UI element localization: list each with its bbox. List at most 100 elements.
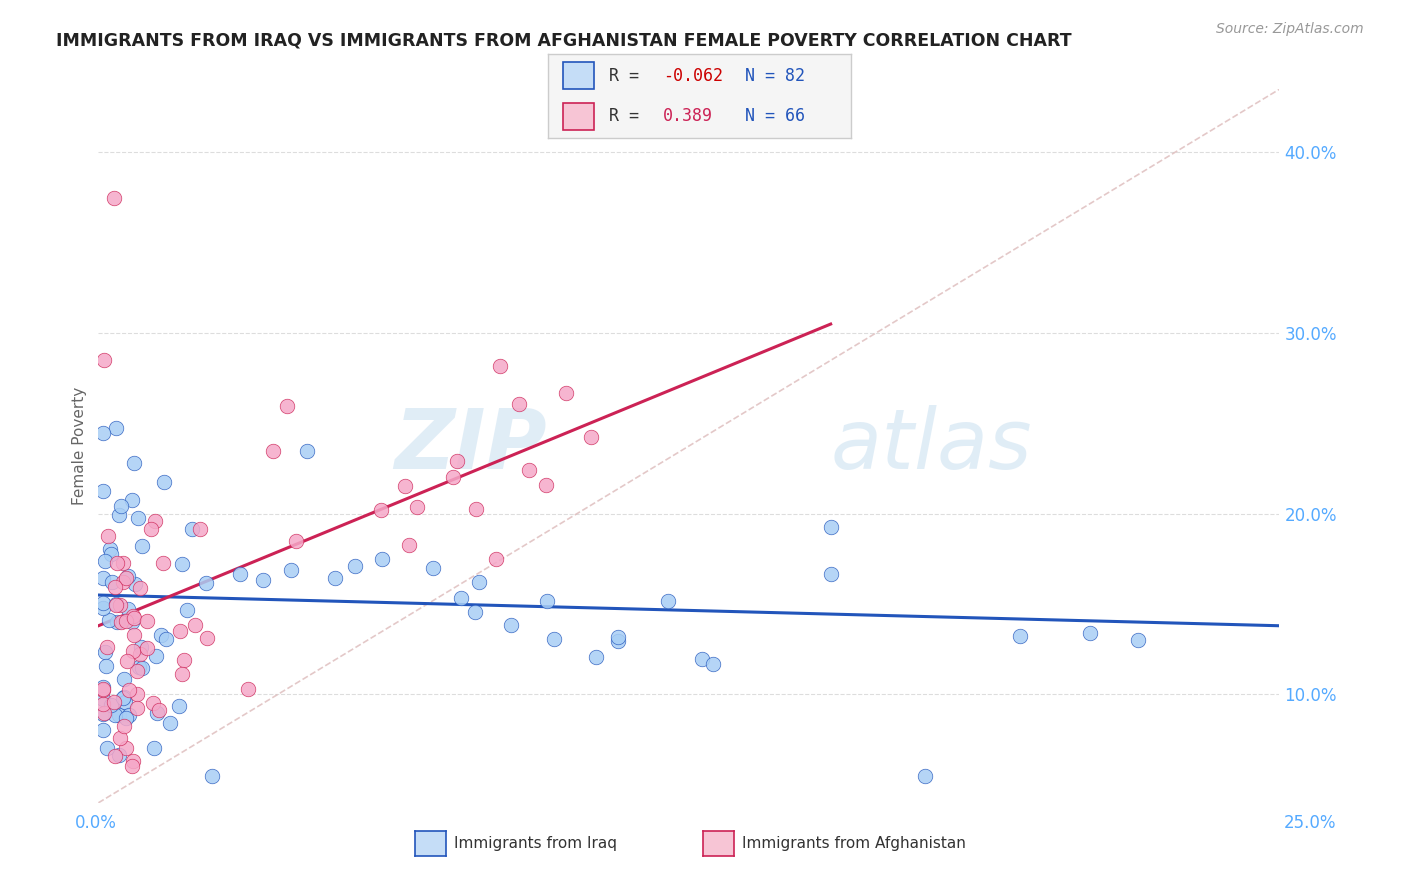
Text: 25.0%: 25.0% [1284,814,1337,831]
Point [194,575,217,590]
Point [108,731,131,745]
Point [127,701,149,715]
Point [405,500,427,514]
Point [91,691,114,706]
Point [128,581,150,595]
Point [536,594,558,608]
Text: N = 66: N = 66 [745,107,804,125]
Y-axis label: Female Poverty: Female Poverty [72,387,87,505]
Point [105,556,128,570]
Point [96,740,118,755]
Point [657,594,679,608]
Point [122,456,145,470]
Point [690,652,713,666]
Point [110,500,132,514]
Point [188,522,211,536]
Point [118,682,141,697]
Point [201,769,224,783]
Point [394,479,416,493]
Point [148,703,170,717]
Point [371,552,394,566]
Point [93,353,115,368]
Point [173,653,195,667]
Point [280,563,302,577]
Point [104,598,127,612]
Point [111,691,134,706]
Point [441,470,464,484]
Point [111,574,134,589]
Point [170,667,193,681]
Point [534,478,557,492]
Point [450,591,472,606]
Point [91,683,114,698]
Text: atlas: atlas [831,406,1032,486]
Point [465,502,488,516]
Point [252,573,274,587]
Point [117,601,139,615]
Point [136,614,159,628]
Point [91,571,114,585]
Point [104,580,127,594]
Point [105,615,128,629]
Point [128,660,150,674]
Point [914,769,936,783]
Point [152,475,174,490]
Point [508,397,530,411]
Point [112,719,135,733]
Point [152,556,174,570]
Point [517,463,540,477]
Point [122,611,145,625]
Point [100,698,122,712]
Point [468,575,491,590]
Point [145,649,167,664]
Point [103,695,125,709]
Point [91,723,114,737]
Point [104,421,127,435]
Point [91,707,114,722]
Point [229,567,252,582]
Point [489,359,512,373]
Point [121,615,143,630]
Point [169,624,191,638]
Point [422,561,444,575]
Point [295,444,318,458]
Point [108,707,131,722]
Point [108,598,131,612]
Point [159,716,181,731]
Point [142,740,165,755]
Text: -0.062: -0.062 [664,67,723,85]
Point [115,711,138,725]
Point [114,615,136,629]
Point [91,484,114,499]
Point [285,533,308,548]
Point [446,454,468,468]
Point [1008,629,1031,643]
Point [104,707,127,722]
Point [94,554,117,568]
Point [170,557,193,571]
Point [145,706,167,720]
Text: 0.389: 0.389 [664,107,713,125]
Point [112,556,135,570]
Point [91,596,114,610]
Point [702,657,724,671]
Point [184,618,207,632]
Point [543,632,565,647]
Point [117,569,139,583]
Point [115,571,138,585]
Point [107,508,129,523]
Point [169,698,191,713]
Point [96,659,118,673]
Point [1126,632,1149,647]
Point [579,430,602,444]
Point [97,613,120,627]
Point [555,385,578,400]
Point [122,627,145,641]
Point [98,541,121,556]
Text: Immigrants from Afghanistan: Immigrants from Afghanistan [742,837,966,851]
Point [110,615,132,630]
Point [96,640,118,655]
Point [91,426,114,441]
Point [121,644,143,658]
Point [585,650,607,665]
